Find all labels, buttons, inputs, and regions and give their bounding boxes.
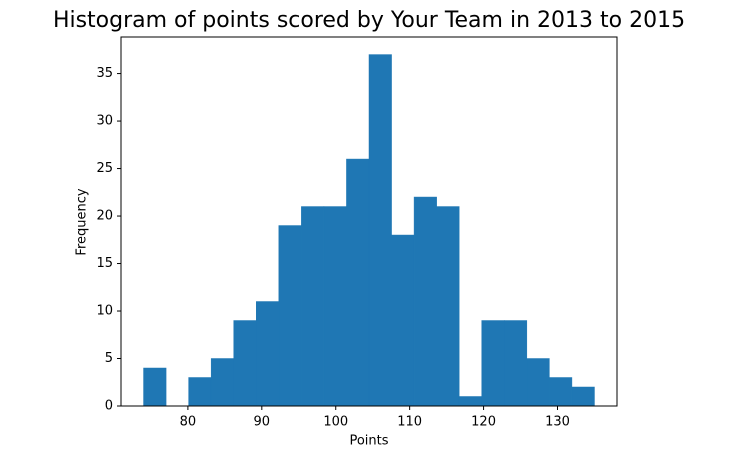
bar bbox=[256, 301, 280, 407]
x-tick-label: 100 bbox=[323, 415, 348, 430]
bar bbox=[143, 367, 167, 407]
y-tick-label: 15 bbox=[96, 256, 113, 271]
bar bbox=[188, 377, 212, 407]
bar bbox=[391, 234, 415, 407]
bar bbox=[301, 206, 325, 407]
x-tick-label: 90 bbox=[254, 415, 271, 430]
bar bbox=[323, 206, 347, 407]
bar bbox=[571, 386, 595, 407]
bar bbox=[278, 225, 302, 407]
bar bbox=[458, 396, 482, 407]
y-tick-label: 20 bbox=[96, 209, 113, 224]
bar bbox=[436, 206, 460, 407]
x-tick-label: 130 bbox=[545, 415, 570, 430]
y-tick-label: 10 bbox=[96, 304, 113, 319]
bar bbox=[233, 320, 257, 407]
plot-frame bbox=[120, 36, 618, 407]
bar bbox=[346, 158, 370, 407]
x-tick-label: 80 bbox=[180, 415, 197, 430]
bar bbox=[368, 54, 392, 407]
bar bbox=[481, 320, 505, 407]
chart-title: Histogram of points scored by Your Team … bbox=[53, 8, 685, 33]
y-tick-label: 0 bbox=[105, 399, 113, 414]
y-tick-label: 30 bbox=[96, 114, 113, 129]
y-tick-label: 25 bbox=[96, 161, 113, 176]
x-tick-label: 110 bbox=[397, 415, 422, 430]
y-axis-label: Frequency bbox=[75, 188, 90, 255]
y-tick-label: 5 bbox=[105, 351, 113, 366]
bar bbox=[413, 196, 437, 407]
bar bbox=[210, 358, 234, 407]
bar bbox=[526, 358, 550, 407]
x-tick-label: 120 bbox=[471, 415, 496, 430]
x-axis-label: Points bbox=[349, 434, 388, 449]
bar bbox=[549, 377, 573, 407]
bar bbox=[504, 320, 528, 407]
y-tick-label: 35 bbox=[96, 66, 113, 81]
